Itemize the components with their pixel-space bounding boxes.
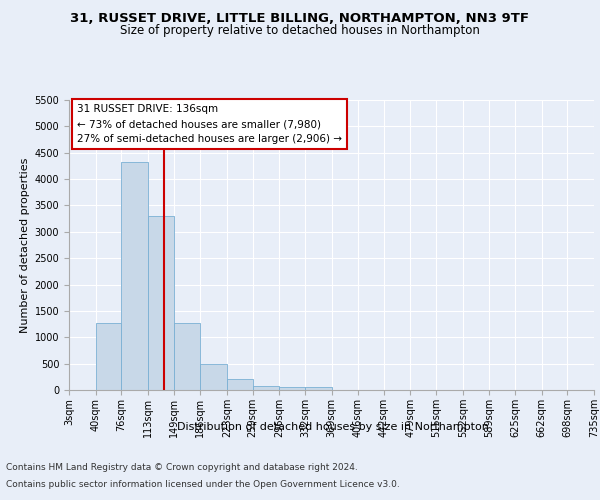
Bar [200, 364, 227, 390]
Bar [227, 379, 253, 390]
Bar [253, 386, 279, 390]
Bar [121, 162, 148, 390]
Text: 31 RUSSET DRIVE: 136sqm
← 73% of detached houses are smaller (7,980)
27% of semi: 31 RUSSET DRIVE: 136sqm ← 73% of detache… [77, 104, 342, 144]
Bar [305, 387, 331, 390]
Bar [174, 322, 200, 390]
Text: Distribution of detached houses by size in Northampton: Distribution of detached houses by size … [177, 422, 489, 432]
Y-axis label: Number of detached properties: Number of detached properties [20, 158, 31, 332]
Bar [95, 323, 121, 390]
Text: Size of property relative to detached houses in Northampton: Size of property relative to detached ho… [120, 24, 480, 37]
Text: 31, RUSSET DRIVE, LITTLE BILLING, NORTHAMPTON, NN3 9TF: 31, RUSSET DRIVE, LITTLE BILLING, NORTHA… [71, 12, 530, 26]
Text: Contains public sector information licensed under the Open Government Licence v3: Contains public sector information licen… [6, 480, 400, 489]
Bar [148, 216, 174, 390]
Text: Contains HM Land Registry data © Crown copyright and database right 2024.: Contains HM Land Registry data © Crown c… [6, 464, 358, 472]
Bar [279, 387, 305, 390]
